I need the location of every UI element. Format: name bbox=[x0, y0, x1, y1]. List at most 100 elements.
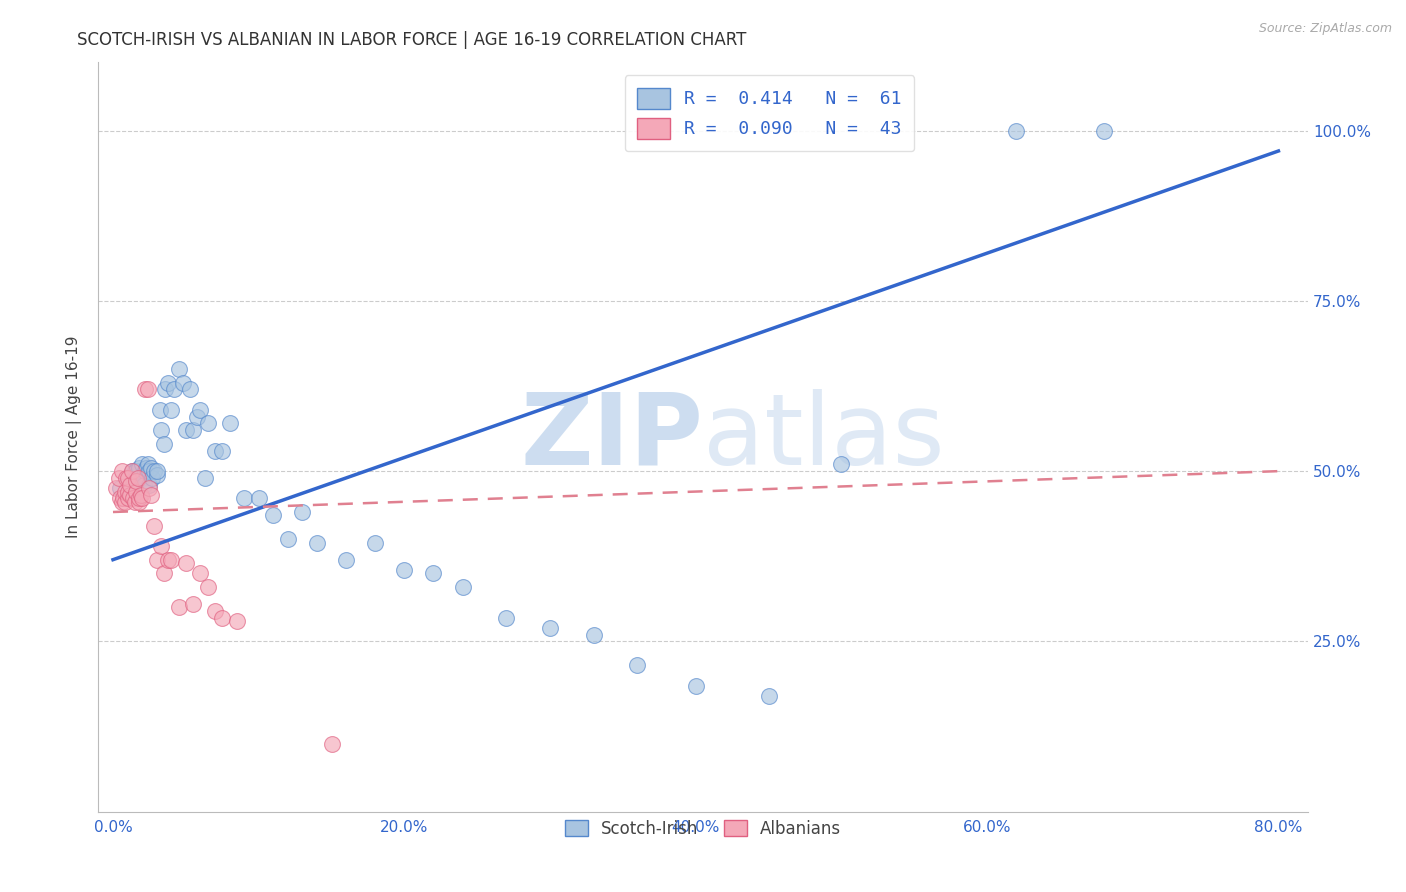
Point bbox=[115, 471, 138, 485]
Point bbox=[197, 580, 219, 594]
Text: ZIP: ZIP bbox=[520, 389, 703, 485]
Point bbox=[291, 505, 314, 519]
Point bbox=[190, 402, 212, 417]
Point bbox=[153, 566, 176, 581]
Point bbox=[758, 689, 780, 703]
Point bbox=[138, 464, 160, 478]
Point bbox=[174, 423, 197, 437]
Point bbox=[145, 552, 167, 566]
Point bbox=[128, 491, 150, 506]
Point bbox=[204, 443, 226, 458]
Point bbox=[111, 495, 134, 509]
Point bbox=[138, 481, 160, 495]
Point bbox=[136, 458, 159, 472]
Point bbox=[211, 443, 233, 458]
Point bbox=[145, 464, 167, 478]
Text: atlas: atlas bbox=[703, 389, 945, 485]
Point bbox=[160, 552, 183, 566]
Point bbox=[121, 464, 143, 478]
Point bbox=[190, 566, 212, 581]
Point bbox=[117, 484, 139, 499]
Point bbox=[141, 471, 163, 485]
Point bbox=[150, 539, 173, 553]
Point bbox=[167, 600, 190, 615]
Point bbox=[111, 464, 134, 478]
Point bbox=[134, 464, 156, 478]
Point bbox=[626, 658, 648, 673]
Point bbox=[131, 491, 153, 506]
Point bbox=[247, 491, 270, 506]
Point bbox=[128, 471, 150, 485]
Point bbox=[262, 508, 284, 523]
Point bbox=[139, 488, 162, 502]
Point bbox=[335, 552, 357, 566]
Point bbox=[124, 495, 146, 509]
Point bbox=[167, 362, 190, 376]
Point bbox=[157, 552, 180, 566]
Point bbox=[145, 467, 167, 482]
Point bbox=[142, 518, 165, 533]
Point bbox=[495, 610, 517, 624]
Point bbox=[112, 491, 135, 506]
Point bbox=[394, 563, 416, 577]
Point bbox=[139, 460, 162, 475]
Legend: Scotch-Irish, Albanians: Scotch-Irish, Albanians bbox=[558, 814, 848, 845]
Point bbox=[150, 423, 173, 437]
Text: Source: ZipAtlas.com: Source: ZipAtlas.com bbox=[1258, 22, 1392, 36]
Point bbox=[121, 464, 143, 478]
Point bbox=[124, 477, 146, 491]
Point bbox=[155, 383, 177, 397]
Point bbox=[120, 477, 142, 491]
Point bbox=[1005, 123, 1028, 137]
Point bbox=[538, 621, 561, 635]
Point bbox=[129, 488, 152, 502]
Point bbox=[685, 679, 707, 693]
Point bbox=[117, 471, 139, 485]
Point bbox=[108, 471, 131, 485]
Point bbox=[153, 437, 176, 451]
Point bbox=[138, 477, 160, 491]
Point bbox=[321, 737, 343, 751]
Point bbox=[233, 491, 256, 506]
Point bbox=[181, 597, 204, 611]
Point bbox=[120, 488, 142, 502]
Point bbox=[132, 477, 155, 491]
Point bbox=[364, 535, 387, 549]
Point bbox=[131, 471, 153, 485]
Point bbox=[277, 533, 299, 547]
Point bbox=[830, 458, 852, 472]
Y-axis label: In Labor Force | Age 16-19: In Labor Force | Age 16-19 bbox=[66, 335, 83, 539]
Point bbox=[114, 495, 136, 509]
Point bbox=[211, 610, 233, 624]
Point bbox=[125, 484, 148, 499]
Point bbox=[149, 402, 172, 417]
Point bbox=[122, 491, 145, 506]
Point bbox=[181, 423, 204, 437]
Point bbox=[582, 627, 605, 641]
Point bbox=[142, 464, 165, 478]
Point bbox=[104, 481, 127, 495]
Point bbox=[128, 495, 150, 509]
Point bbox=[204, 604, 226, 618]
Point bbox=[160, 402, 183, 417]
Point bbox=[225, 614, 247, 628]
Point bbox=[186, 409, 208, 424]
Point bbox=[179, 383, 201, 397]
Point bbox=[125, 475, 148, 489]
Point bbox=[422, 566, 444, 581]
Point bbox=[172, 376, 194, 390]
Point bbox=[117, 491, 139, 506]
Point bbox=[197, 417, 219, 431]
Point bbox=[157, 376, 180, 390]
Point bbox=[114, 484, 136, 499]
Point bbox=[125, 464, 148, 478]
Point bbox=[110, 481, 132, 495]
Point bbox=[174, 556, 197, 570]
Point bbox=[124, 464, 146, 478]
Point bbox=[1092, 123, 1115, 137]
Point bbox=[194, 471, 217, 485]
Point bbox=[135, 460, 157, 475]
Point bbox=[127, 471, 149, 485]
Point bbox=[131, 458, 153, 472]
Point bbox=[117, 484, 139, 499]
